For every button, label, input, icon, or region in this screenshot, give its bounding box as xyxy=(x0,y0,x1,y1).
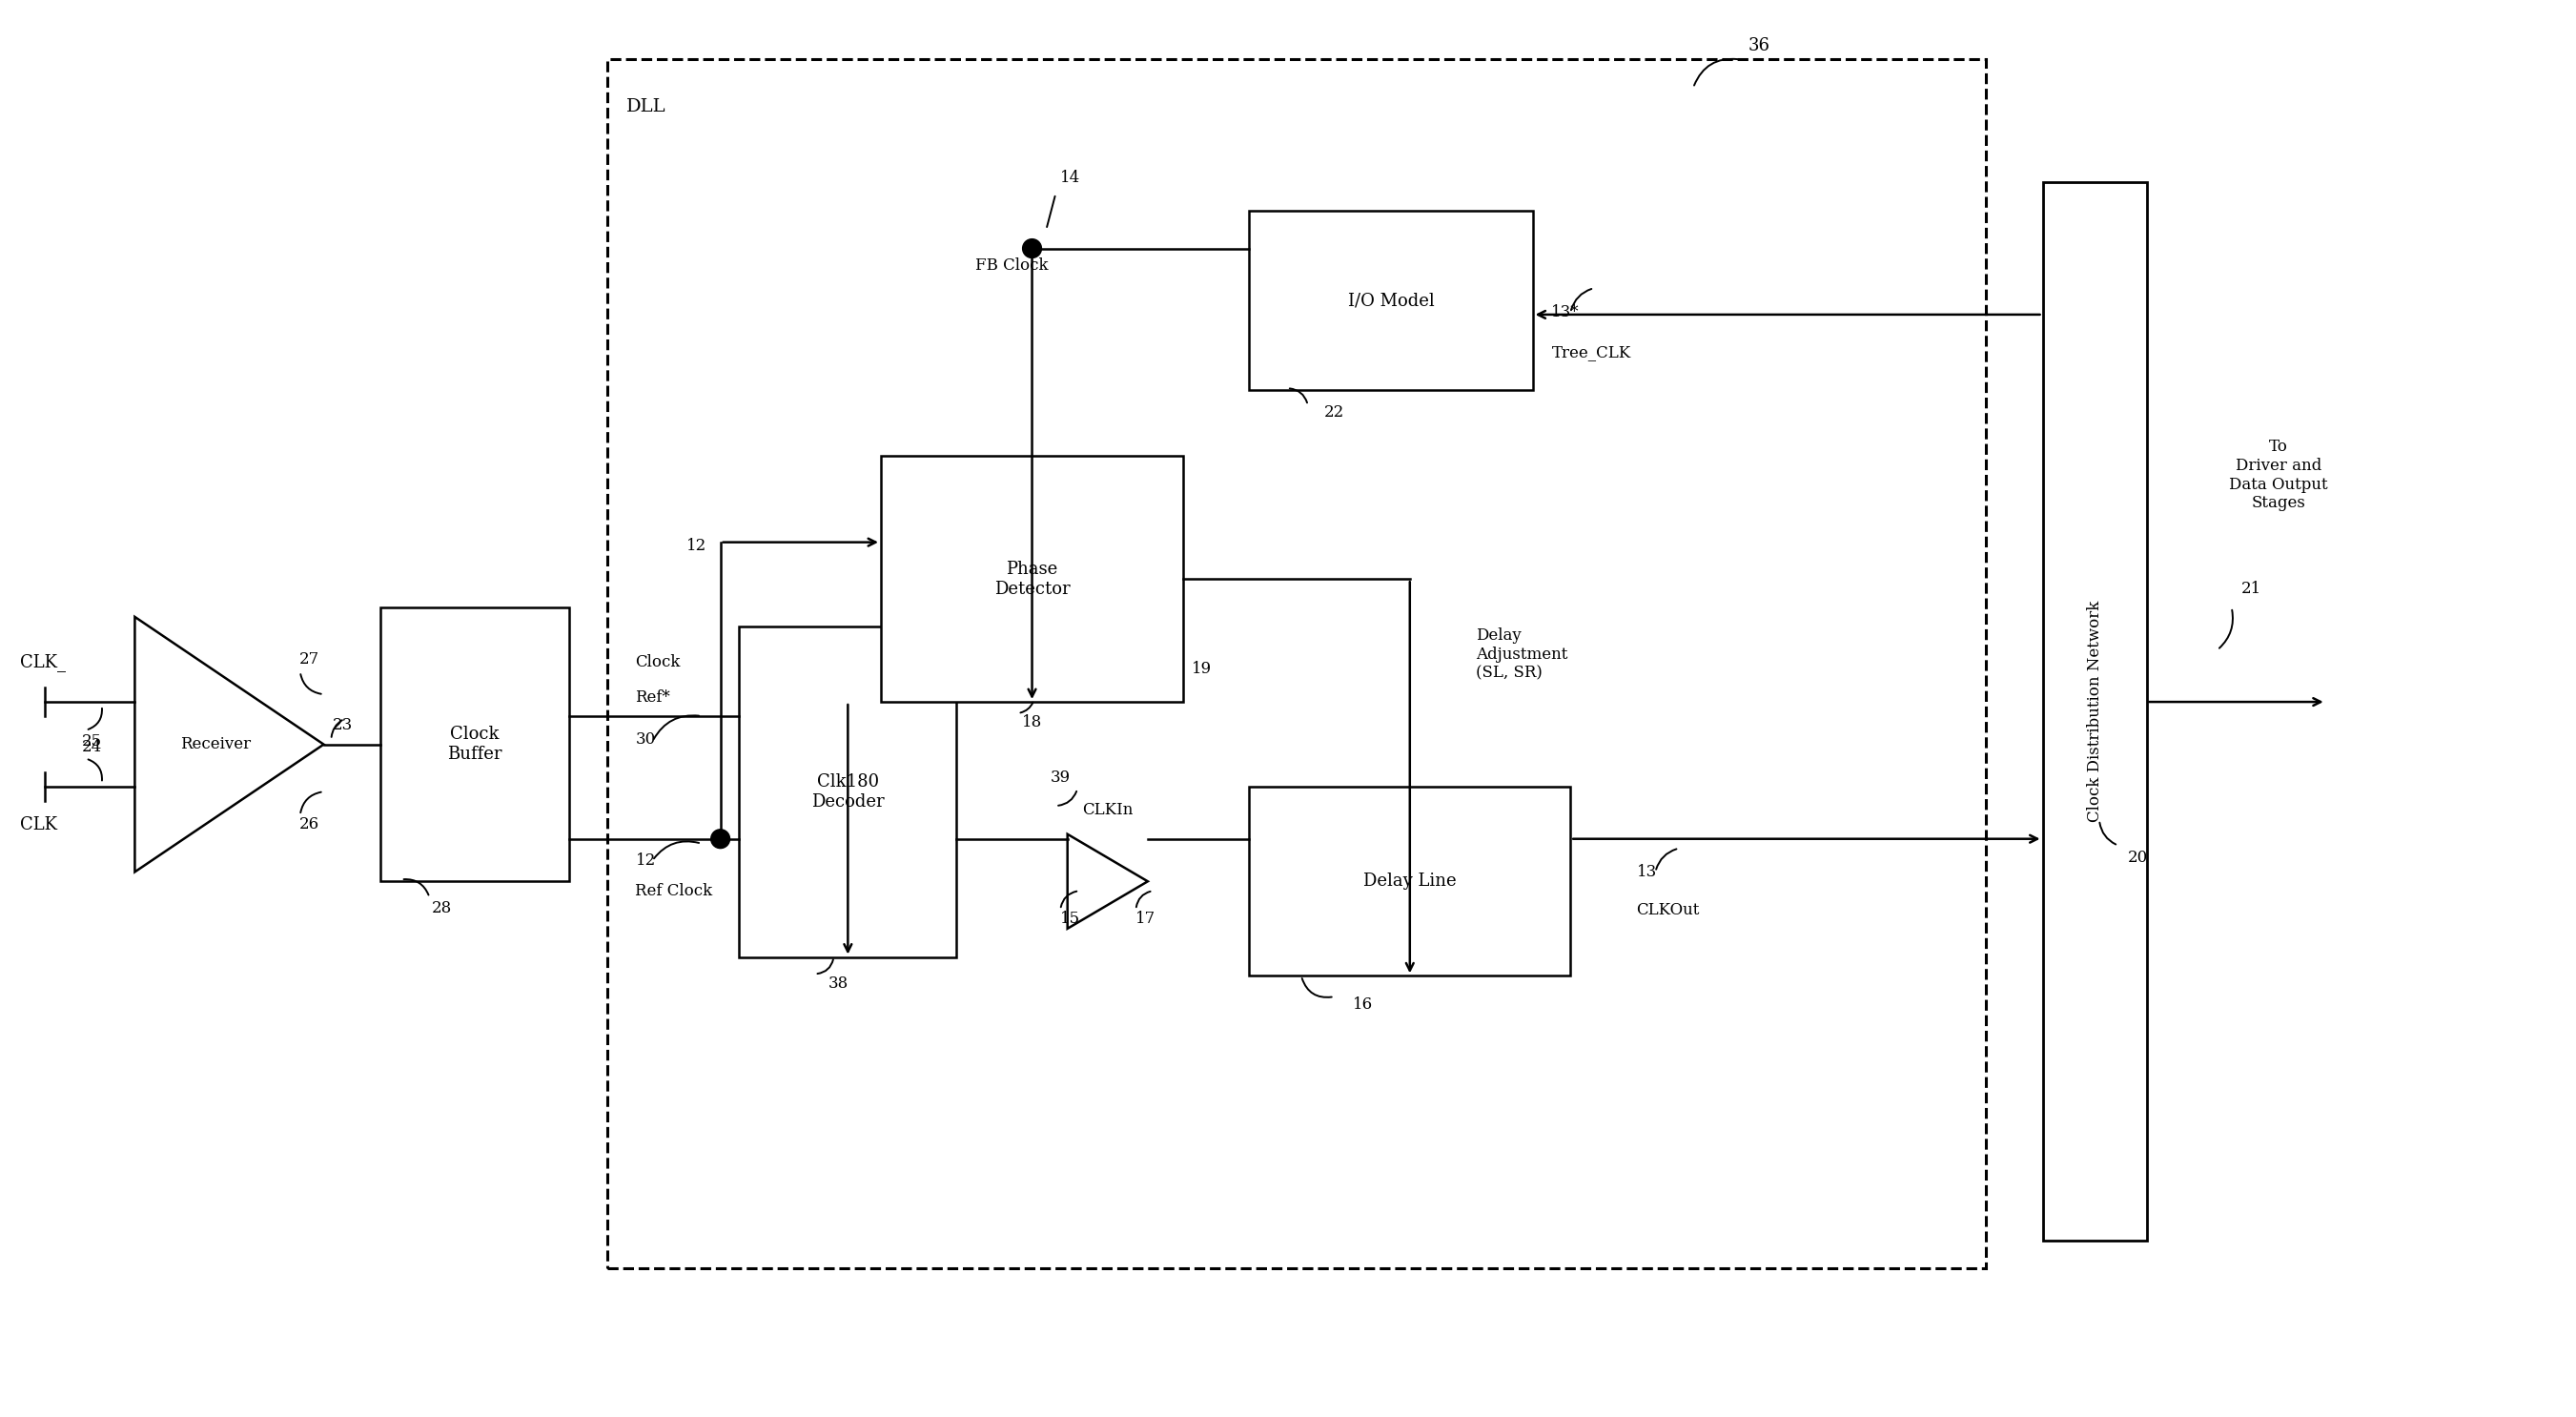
Text: DLL: DLL xyxy=(626,98,665,115)
Bar xyxy=(381,608,569,881)
Text: Receiver: Receiver xyxy=(180,737,250,752)
Text: Ref*: Ref* xyxy=(636,689,670,706)
Text: 24: 24 xyxy=(82,740,103,755)
Text: 16: 16 xyxy=(1352,996,1373,1012)
Text: Delay
Adjustment
(SL, SR): Delay Adjustment (SL, SR) xyxy=(1476,628,1569,682)
Bar xyxy=(881,456,1182,701)
Text: FB Clock: FB Clock xyxy=(976,258,1048,273)
Text: Phase
Detector: Phase Detector xyxy=(994,561,1069,598)
Text: CLK_: CLK_ xyxy=(21,653,64,672)
Text: I/O Model: I/O Model xyxy=(1347,292,1435,309)
Text: 26: 26 xyxy=(299,816,319,833)
Bar xyxy=(2043,183,2146,1240)
Text: Tree_CLK: Tree_CLK xyxy=(1551,344,1631,360)
Text: Clk180
Decoder: Clk180 Decoder xyxy=(811,774,884,811)
Bar xyxy=(739,626,956,956)
Text: 30: 30 xyxy=(636,731,657,748)
Circle shape xyxy=(711,829,729,849)
Bar xyxy=(608,60,1986,1268)
Text: 36: 36 xyxy=(1749,37,1770,54)
Text: 23: 23 xyxy=(332,717,353,734)
Text: 19: 19 xyxy=(1193,660,1213,677)
Text: 18: 18 xyxy=(1023,714,1043,731)
Text: 12: 12 xyxy=(636,853,657,869)
Text: 25: 25 xyxy=(82,734,103,750)
Text: 14: 14 xyxy=(1059,170,1079,186)
Text: 28: 28 xyxy=(433,900,451,915)
Text: CLK: CLK xyxy=(21,816,57,833)
Text: CLKIn: CLKIn xyxy=(1082,802,1133,819)
Text: 15: 15 xyxy=(1059,911,1079,927)
Text: Clock Distribution Network: Clock Distribution Network xyxy=(2087,601,2102,822)
Text: 22: 22 xyxy=(1324,405,1345,421)
Text: 20: 20 xyxy=(2128,850,2148,866)
Text: 27: 27 xyxy=(299,652,319,667)
Text: 13: 13 xyxy=(1636,864,1656,880)
Text: 13*: 13* xyxy=(1551,305,1579,320)
Text: Delay Line: Delay Line xyxy=(1363,873,1455,890)
Bar xyxy=(1249,211,1533,390)
Text: 21: 21 xyxy=(2241,581,2262,597)
Text: Clock: Clock xyxy=(636,655,680,670)
Bar xyxy=(1249,786,1571,976)
Text: Clock
Buffer: Clock Buffer xyxy=(448,726,502,762)
Text: CLKOut: CLKOut xyxy=(1636,901,1700,918)
Text: Ref Clock: Ref Clock xyxy=(636,883,714,898)
Circle shape xyxy=(1023,239,1041,258)
Text: To
Driver and
Data Output
Stages: To Driver and Data Output Stages xyxy=(2228,439,2329,512)
Text: 12: 12 xyxy=(688,538,706,554)
Text: 38: 38 xyxy=(829,975,848,992)
Text: 39: 39 xyxy=(1051,769,1072,785)
Text: 17: 17 xyxy=(1136,911,1157,927)
